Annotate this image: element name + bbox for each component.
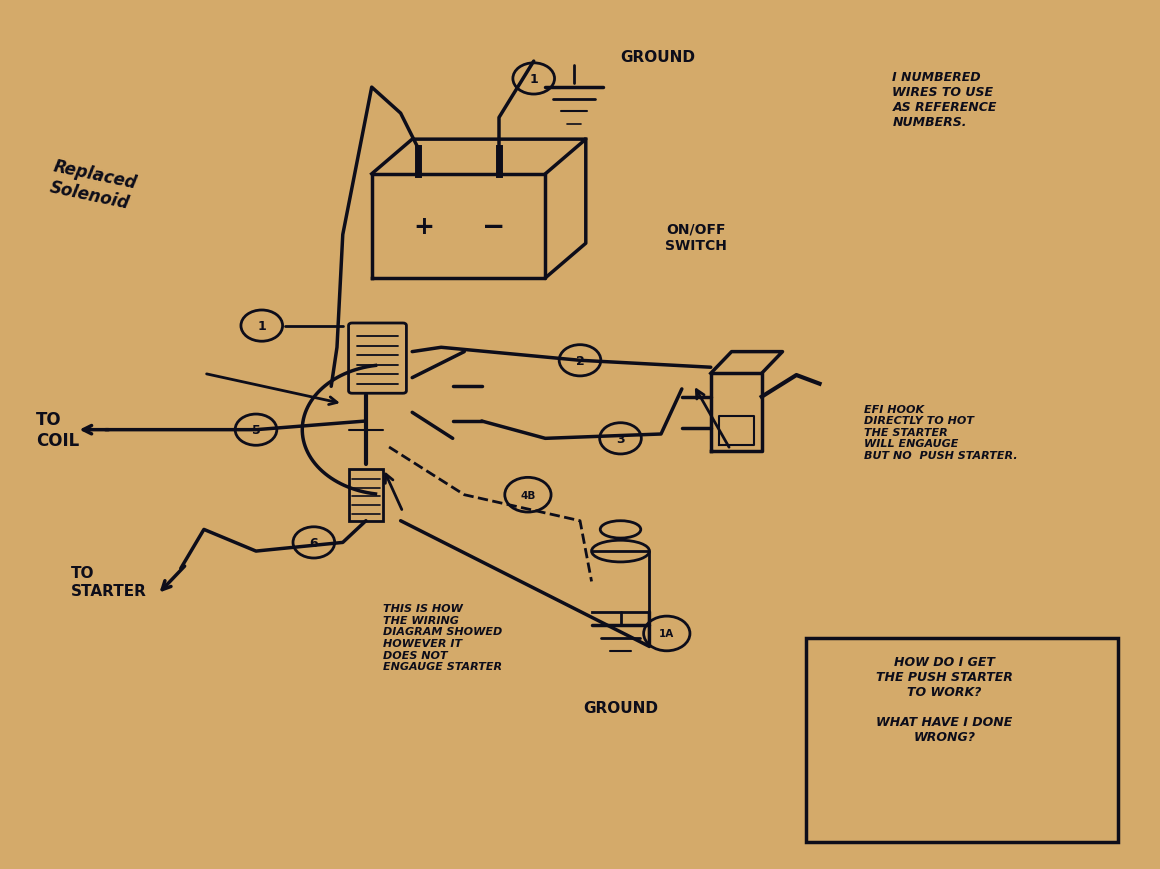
Text: 6: 6 — [310, 536, 318, 549]
Text: 1: 1 — [529, 73, 538, 86]
Text: GROUND: GROUND — [583, 700, 658, 715]
Text: 2: 2 — [575, 355, 585, 368]
Text: EFI HOOK
DIRECTLY TO HOT
THE STARTER
WILL ENGAUGE
BUT NO  PUSH STARTER.: EFI HOOK DIRECTLY TO HOT THE STARTER WIL… — [863, 404, 1017, 461]
Text: 5: 5 — [252, 424, 260, 436]
Text: GROUND: GROUND — [621, 50, 696, 65]
Text: THIS IS HOW
THE WIRING
DIAGRAM SHOWED
HOWEVER IT
DOES NOT
ENGAUGE STARTER: THIS IS HOW THE WIRING DIAGRAM SHOWED HO… — [383, 603, 502, 672]
Text: 4B: 4B — [520, 490, 536, 501]
Text: TO
STARTER: TO STARTER — [71, 566, 146, 598]
Text: 1A: 1A — [659, 629, 674, 639]
Text: −: − — [481, 213, 505, 241]
Text: TO
COIL: TO COIL — [36, 411, 79, 449]
Text: 3: 3 — [616, 433, 625, 445]
Text: 1: 1 — [258, 320, 266, 333]
Text: I NUMBERED
WIRES TO USE
AS REFERENCE
NUMBERS.: I NUMBERED WIRES TO USE AS REFERENCE NUM… — [892, 70, 996, 129]
Text: +: + — [413, 215, 434, 239]
Text: HOW DO I GET
THE PUSH STARTER
TO WORK?

WHAT HAVE I DONE
WRONG?: HOW DO I GET THE PUSH STARTER TO WORK? W… — [876, 655, 1013, 743]
Text: ON/OFF
SWITCH: ON/OFF SWITCH — [665, 222, 726, 253]
Text: Replaced
Solenoid: Replaced Solenoid — [48, 157, 139, 213]
